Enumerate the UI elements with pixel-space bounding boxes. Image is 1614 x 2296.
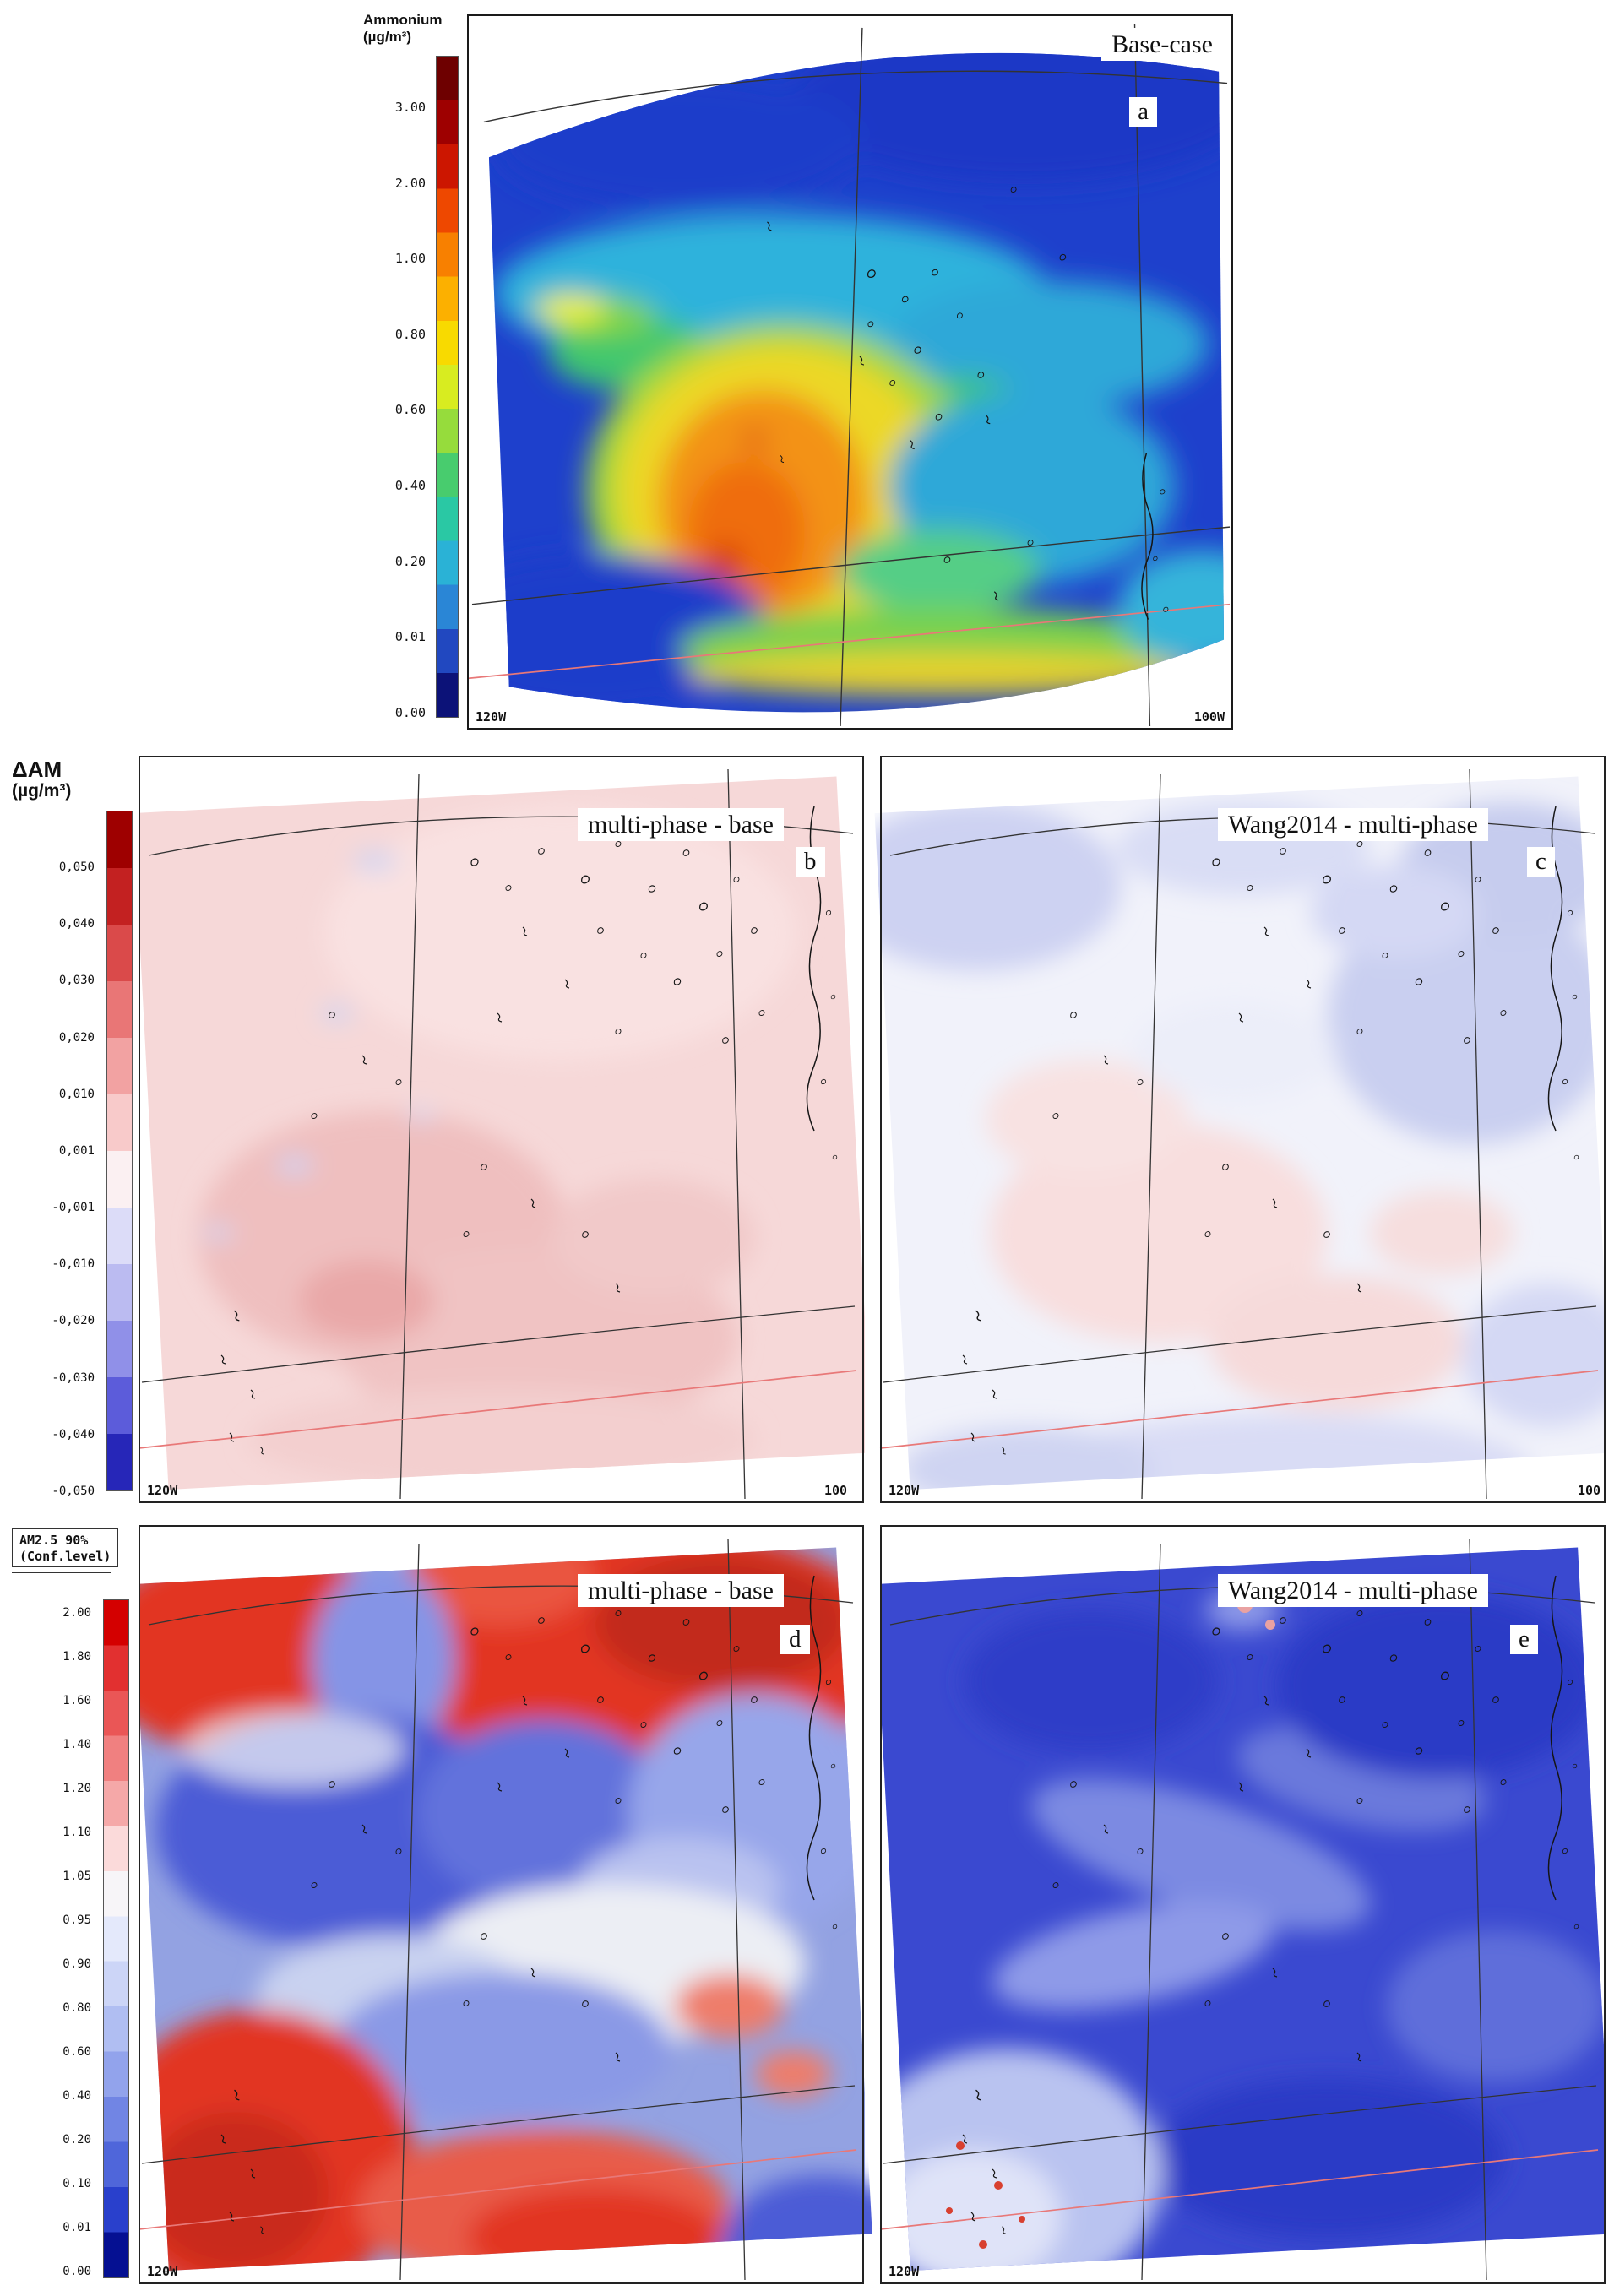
colorbar-delta-am-units: (µg/m³) — [12, 781, 72, 801]
colorbar-tick: 0.01 — [62, 2220, 91, 2234]
colorbar-ammonium-ticks: 3.00 2.00 1.00 0.80 0.60 0.40 0.20 0.01 0.00 — [363, 56, 432, 720]
colorbar-conf-label: AM2.5 90% — [19, 1533, 89, 1548]
colorbar-conf-ticks: 2.00 1.80 1.60 1.40 1.20 1.10 1.05 0.95 0.90 0.80… — [12, 1599, 98, 2278]
colorbar-conf-sublabel: (Conf.level) — [19, 1548, 111, 1564]
panel-b-axis-left: 120W — [147, 1483, 178, 1498]
colorbar-tick: -0,001 — [52, 1201, 95, 1215]
colorbar-tick: -0,040 — [52, 1427, 95, 1441]
colorbar-tick: -0,050 — [52, 1485, 95, 1498]
colorbar-delta-am-bar — [106, 811, 133, 1491]
colorbar-tick: 1.40 — [62, 1738, 91, 1752]
row-delta-am-maps: multi-phase - base b Wang2014 - multi-ph… — [139, 756, 1606, 1503]
colorbar-tick: 0.00 — [62, 2264, 91, 2278]
maps-b-c-canvas — [139, 756, 1606, 1503]
colorbar-tick: 0.90 — [62, 1957, 91, 1972]
colorbar-tick: 0.60 — [62, 2044, 91, 2059]
colorbar-tick: 0,050 — [58, 860, 95, 875]
colorbar-ammonium: Ammonium (µg/m³) 3.00 2.00 1.00 0.80 0.60 0.4… — [363, 12, 469, 726]
panel-d-axis-left: 120W — [147, 2264, 178, 2279]
colorbar-tick: 0.40 — [394, 478, 426, 493]
colorbar-tick: 0,030 — [58, 974, 95, 988]
colorbar-tick: 0,020 — [58, 1030, 95, 1045]
colorbar-conf-label-box: AM2.5 90% (Conf.level) — [12, 1528, 119, 1567]
map-a-canvas — [469, 24, 1231, 727]
colorbar-tick: 0.80 — [394, 326, 426, 342]
row-conf-maps: multi-phase - base d Wang2014 - multi-ph… — [139, 1525, 1606, 2284]
colorbar-tick: 0.60 — [394, 402, 426, 418]
colorbar-tick: 0.40 — [62, 2088, 91, 2103]
colorbar-tick: 1.60 — [62, 1694, 91, 1708]
colorbar-tick: -0,010 — [52, 1257, 95, 1272]
colorbar-tick: 1.10 — [62, 1826, 91, 1840]
map-panel-a: Base-case a 120W 100W — [467, 14, 1233, 730]
colorbar-ammonium-units: (µg/m³) — [363, 28, 412, 45]
colorbar-tick: 0,040 — [58, 917, 95, 931]
colorbar-ammonium-label: Ammonium — [363, 12, 443, 28]
colorbar-ammonium-bar — [436, 56, 459, 718]
colorbar-tick: 0.20 — [394, 553, 426, 569]
colorbar-conf-bar — [103, 1599, 129, 2278]
colorbar-tick: 3.00 — [394, 100, 426, 116]
colorbar-tick: -0,020 — [52, 1314, 95, 1328]
colorbar-delta-am-ticks: 0,050 0,040 0,030 0,020 0,010 0,001 -0,001 -0,0… — [12, 811, 101, 1498]
colorbar-tick: 1.80 — [62, 1650, 91, 1664]
maps-d-e-canvas — [139, 1525, 1606, 2284]
colorbar-delta-am: ΔAM (µg/m³) 0,050 0,040 0,030 0,020 0,010 0,0… — [12, 757, 140, 1501]
panel-c-axis-right: 100 — [1578, 1483, 1601, 1498]
panel-a-letter: a — [1129, 97, 1157, 127]
colorbar-tick: 0.20 — [62, 2132, 91, 2147]
divider — [12, 1571, 111, 1573]
panel-a-axis-right: 100W — [1193, 709, 1225, 725]
panel-e-title: Wang2014 - multi-phase — [1218, 1574, 1488, 1607]
colorbar-tick: 0.80 — [62, 2001, 91, 2015]
panel-e-axis-left: 120W — [889, 2264, 920, 2279]
panel-a-title: Base-case — [1101, 28, 1223, 61]
panel-a-axis-left: 120W — [476, 709, 507, 725]
colorbar-tick: 0.95 — [62, 1913, 91, 1928]
colorbar-tick: 0.00 — [394, 704, 426, 720]
panel-d-letter: d — [780, 1625, 810, 1654]
panel-e-letter: e — [1510, 1625, 1538, 1654]
colorbar-tick: 2.00 — [394, 175, 426, 191]
colorbar-tick: 0.01 — [394, 629, 426, 645]
colorbar-tick: 0,001 — [58, 1143, 95, 1158]
colorbar-tick: 1.05 — [62, 1870, 91, 1884]
panel-b-title: multi-phase - base — [578, 808, 784, 841]
colorbar-tick: 2.00 — [62, 1606, 91, 1620]
panel-c-letter: c — [1527, 847, 1555, 877]
panel-c-axis-left: 120W — [889, 1483, 920, 1498]
colorbar-delta-am-label: ΔAM — [12, 757, 62, 782]
colorbar-tick: 0,010 — [58, 1087, 95, 1101]
colorbar-conf-level: AM2.5 90% (Conf.level) 2.00 1.80 1.60 1.40 1… — [12, 1528, 145, 2287]
panel-b-axis-right: 100 — [824, 1483, 848, 1498]
colorbar-tick: 1.00 — [394, 251, 426, 267]
panel-d-title: multi-phase - base — [578, 1574, 784, 1607]
colorbar-tick: -0,030 — [52, 1371, 95, 1385]
panel-c-title: Wang2014 - multi-phase — [1218, 808, 1488, 841]
panel-b-letter: b — [796, 847, 825, 877]
colorbar-tick: 0.10 — [62, 2176, 91, 2190]
colorbar-tick: 1.20 — [62, 1782, 91, 1796]
